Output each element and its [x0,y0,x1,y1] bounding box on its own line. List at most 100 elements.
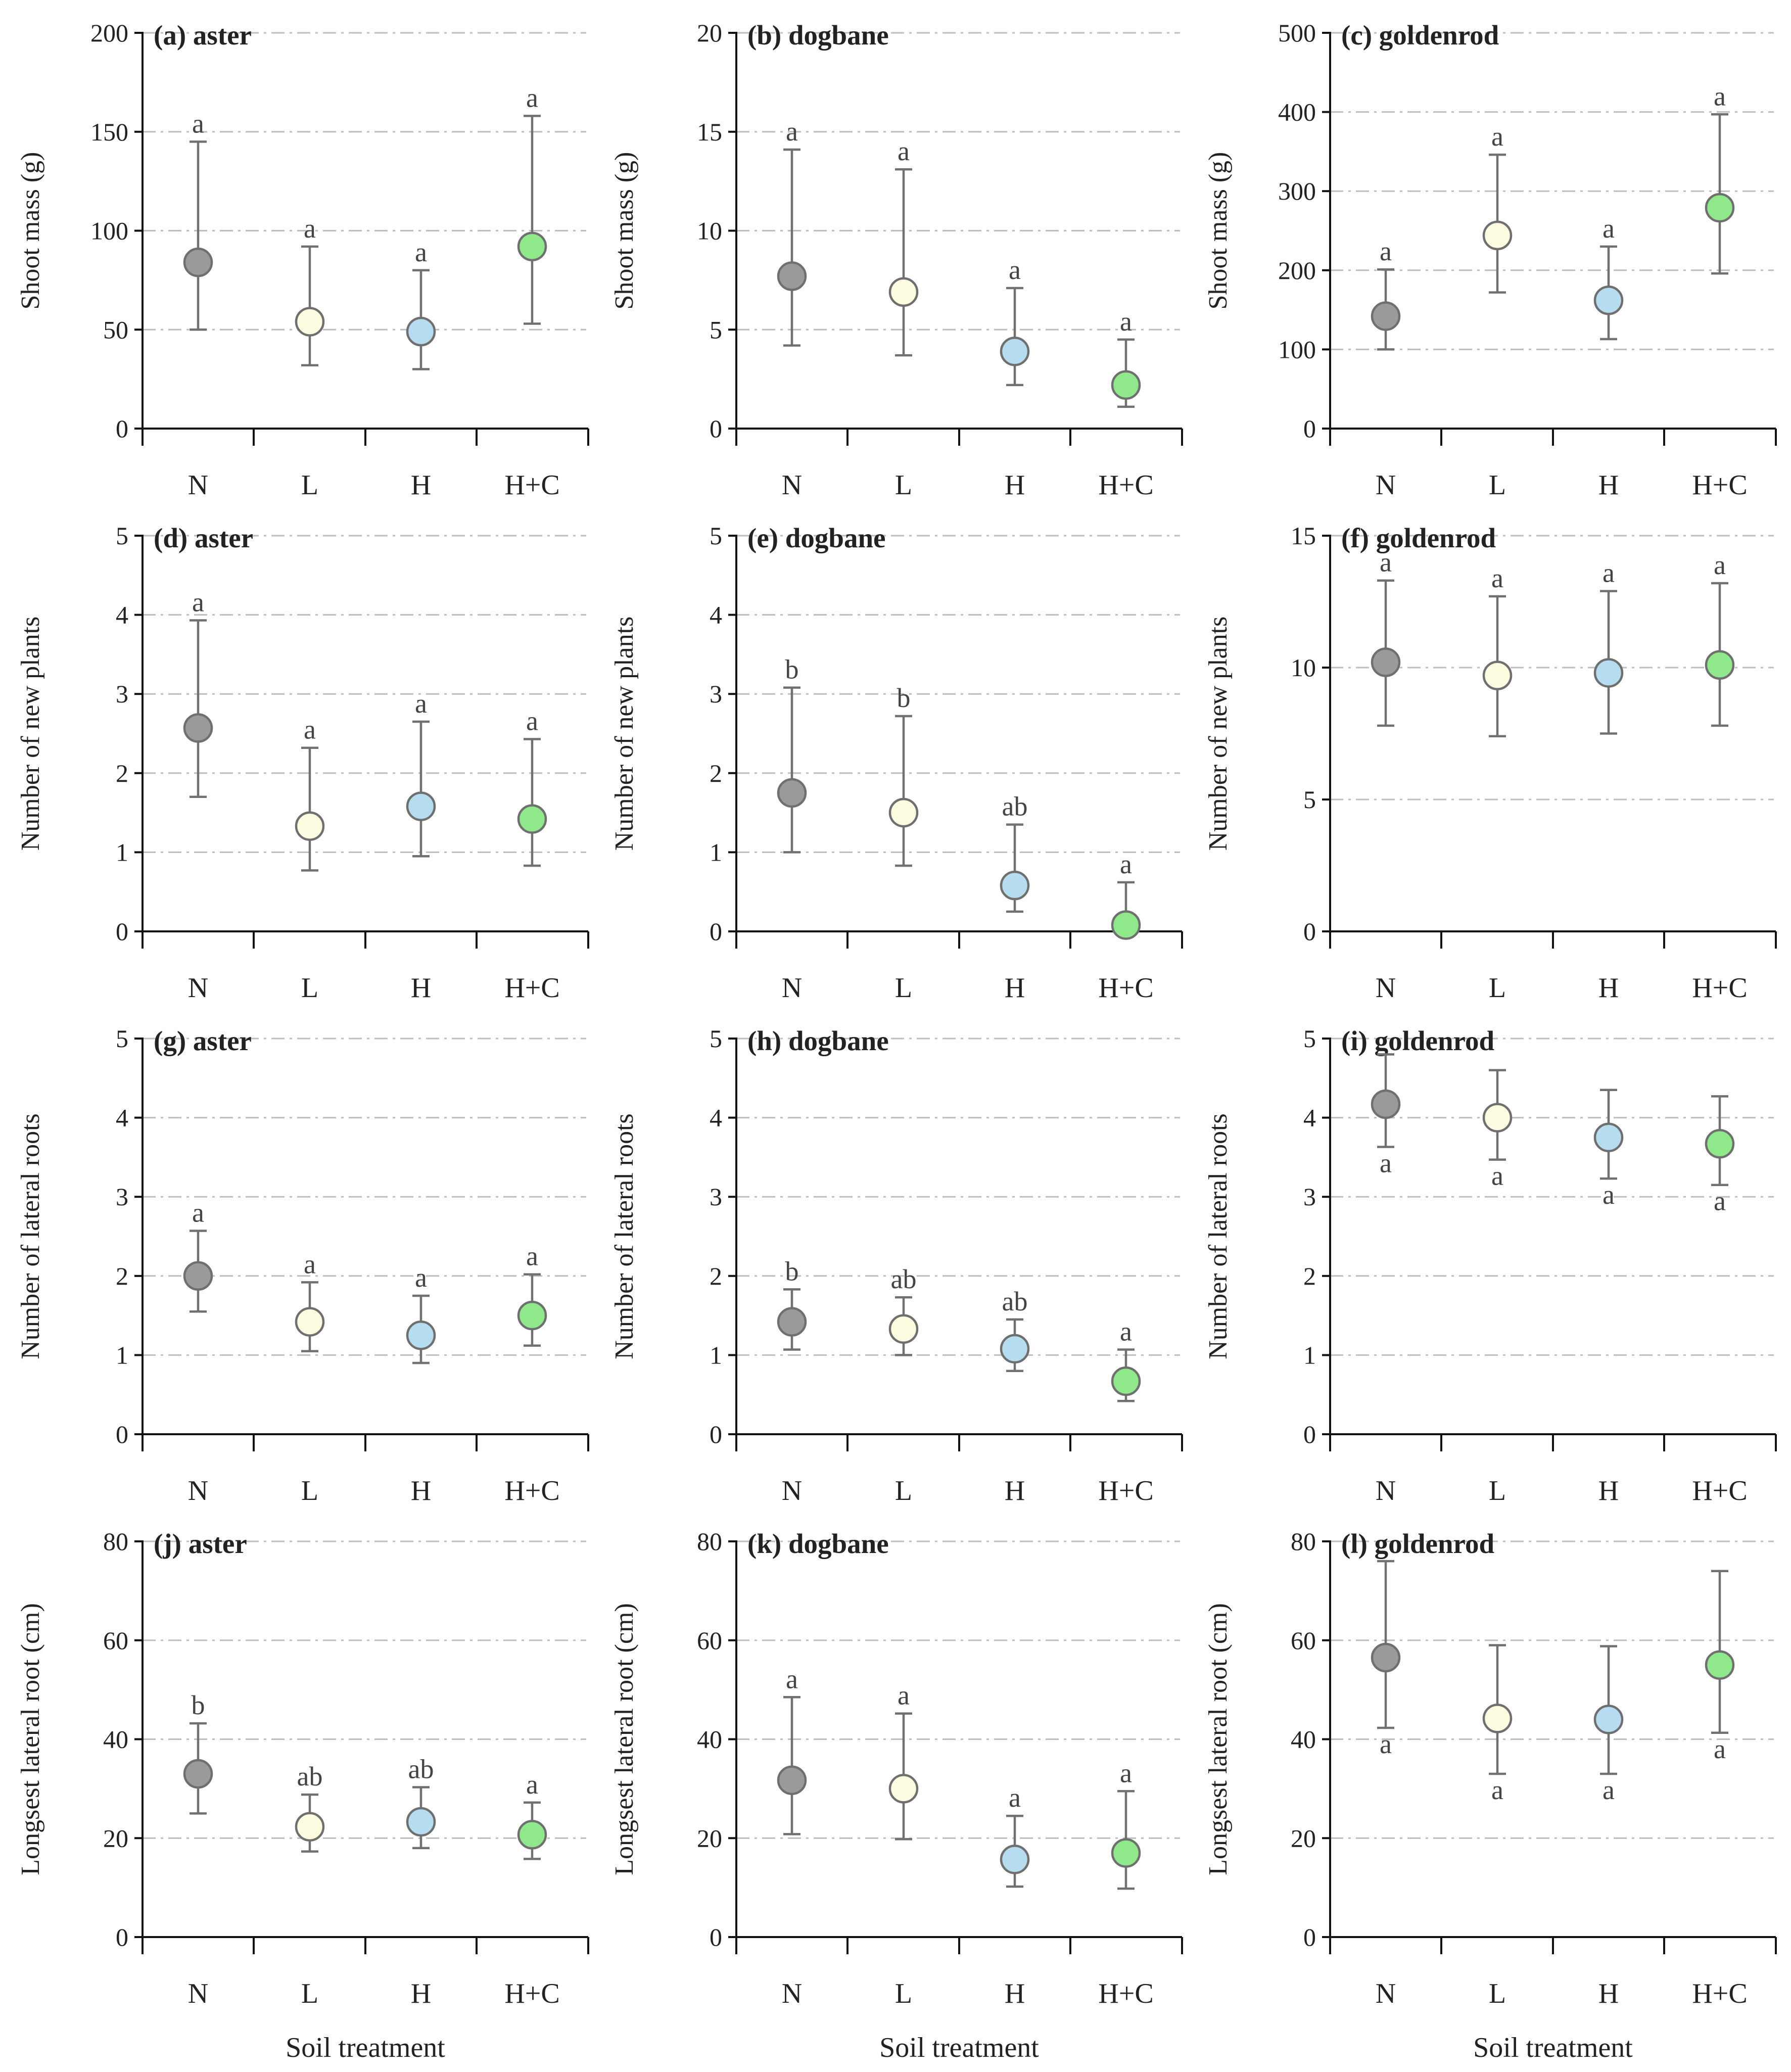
panel-i-goldenrod: 0 1 2 3 4 5 N L H H+C (i) goldenrod Number of later… [1204,1024,1777,1506]
data-point-h-c [517,1820,547,1850]
data-point-n [183,713,213,743]
y-axis-label: Longsest lateral root (cm) [1204,1603,1233,1875]
data-point-h-c [517,1300,547,1331]
panel-a-aster: 0 50 100 150 200 N L H H+C (a) aster Shoot mass (g… [16,19,589,501]
y-axis-label: Number of new plants [16,617,45,851]
x-tick-label: N [188,972,208,1004]
y-tick-label: 5 [1303,1024,1316,1053]
significance-label: a [786,116,798,147]
data-point-h [1593,286,1624,315]
panel-title: (k) dogbane [747,1528,889,1559]
y-tick-label: 40 [1291,1725,1316,1754]
significance-label: a [304,1249,316,1279]
data-point-h [406,1807,436,1837]
data-point-h-c [1705,1650,1735,1680]
y-tick-label: 15 [1291,522,1316,550]
significance-label: b [785,1256,799,1286]
y-tick-label: 2 [1303,1262,1316,1290]
significance-label: a [1491,1161,1503,1191]
y-tick-label: 1 [116,1341,128,1369]
x-axis-label: Soil treatment [1473,2032,1633,2063]
x-tick-label: N [782,1475,802,1506]
y-tick-label: 5 [710,315,722,344]
y-tick-label: 50 [103,315,128,344]
significance-label: a [415,688,427,719]
y-tick-label: 4 [710,601,722,629]
y-tick-label: 80 [697,1527,722,1556]
significance-label: a [415,1262,427,1293]
data-point-l [295,811,325,841]
data-point-l [888,1774,919,1804]
significance-label: a [304,213,316,244]
y-tick-label: 3 [710,680,722,708]
y-tick-label: 5 [710,522,722,550]
x-tick-label: H+C [1098,1475,1153,1506]
x-tick-label: H [411,469,431,501]
significance-label: a [1380,1148,1392,1179]
panel-j-aster: 0 20 40 60 80 N L H H+C (j) aster Longsest lateral… [16,1527,589,2063]
significance-label: a [192,108,204,138]
x-tick-label: H+C [504,972,559,1004]
x-tick-label: H+C [1692,1475,1747,1506]
y-tick-label: 1 [710,838,722,866]
significance-label: ab [1002,1286,1028,1316]
y-tick-label: 1 [116,838,128,866]
significance-label: a [1714,1734,1726,1764]
y-tick-label: 1 [710,1341,722,1369]
x-tick-label: H [1005,972,1025,1004]
panel-d-aster: 0 1 2 3 4 5 N L H H+C (d) aster Number of new plant… [16,522,589,1004]
y-tick-label: 100 [90,217,128,245]
y-tick-label: 0 [116,917,128,946]
significance-label: a [1120,849,1132,879]
x-tick-label: H+C [1098,1978,1153,2009]
significance-label: a [1120,1316,1132,1346]
x-tick-label: L [1489,972,1506,1004]
y-tick-label: 0 [1303,414,1316,443]
y-tick-label: 1 [1303,1341,1316,1369]
y-axis-label: Longsest lateral root (cm) [16,1603,45,1875]
x-tick-label: H+C [504,1978,559,2009]
data-point-h [1593,1122,1624,1152]
y-tick-label: 3 [710,1183,722,1211]
x-tick-label: H+C [1692,1978,1747,2009]
significance-label: a [1120,1758,1132,1788]
significance-label: a [192,587,204,618]
y-tick-label: 0 [1303,1923,1316,1951]
significance-label: a [1714,81,1726,111]
y-tick-label: 100 [1278,335,1316,363]
y-tick-label: 15 [697,118,722,146]
x-tick-label: L [895,972,912,1004]
data-point-l [1482,1704,1513,1733]
y-tick-label: 0 [1303,917,1316,946]
significance-label: a [1603,558,1615,588]
x-tick-label: H [1598,1475,1619,1506]
data-point-n [777,1765,807,1795]
x-tick-label: N [782,469,802,501]
data-point-l [295,1812,325,1842]
y-tick-label: 500 [1278,19,1316,47]
x-tick-label: H [411,1475,431,1506]
panel-title: (j) aster [154,1528,247,1559]
x-tick-label: H [1598,972,1619,1004]
y-tick-label: 60 [697,1626,722,1655]
significance-label: ab [408,1754,434,1784]
significance-label: a [1603,1775,1615,1805]
data-point-n [183,1759,213,1789]
significance-label: ab [1002,791,1028,822]
data-point-h [406,316,436,347]
panel-title: (g) aster [154,1025,252,1056]
y-tick-label: 5 [710,1024,722,1053]
significance-label: a [526,82,538,113]
panel-title: (b) dogbane [747,20,889,51]
data-point-h-c [1111,910,1141,940]
x-tick-label: H+C [504,469,559,501]
significance-label: a [526,1241,538,1272]
y-tick-label: 10 [697,217,722,245]
significance-label: a [1491,1775,1503,1805]
y-tick-label: 0 [710,1420,722,1448]
significance-label: a [1491,121,1503,152]
x-tick-label: H+C [1692,972,1747,1004]
y-tick-label: 0 [116,1420,128,1448]
data-point-l [888,1314,919,1344]
